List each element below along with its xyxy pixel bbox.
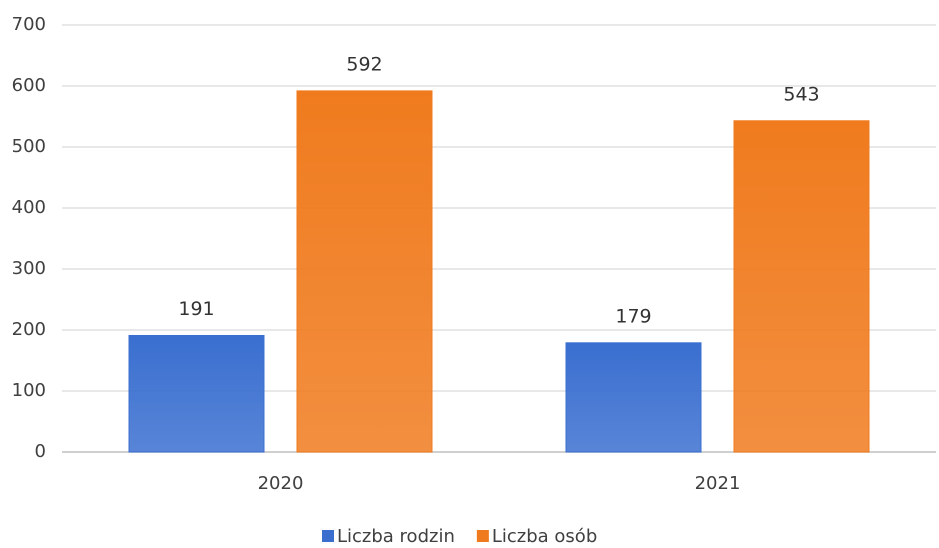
- legend-label: Liczba osób: [492, 526, 597, 547]
- data-label: 592: [346, 53, 382, 75]
- y-tick-label: 200: [12, 319, 46, 340]
- bar: [128, 334, 265, 453]
- data-label: 543: [783, 83, 819, 105]
- legend-label: Liczba rodzin: [337, 526, 455, 547]
- y-tick-label: 400: [12, 197, 46, 218]
- legend-swatch: [322, 530, 334, 542]
- y-tick-label: 300: [12, 258, 46, 279]
- y-tick-label: 100: [12, 380, 46, 401]
- x-tick-label: 2020: [258, 473, 304, 494]
- bar: [565, 342, 702, 453]
- y-tick-label: 500: [12, 136, 46, 157]
- x-tick-label: 2021: [695, 473, 741, 494]
- legend-swatch: [476, 530, 489, 542]
- data-label: 191: [178, 298, 214, 320]
- y-tick-label: 600: [12, 75, 46, 96]
- y-tick-label: 0: [35, 441, 46, 462]
- bar: [733, 120, 870, 453]
- bar: [296, 90, 433, 453]
- data-label: 179: [615, 305, 651, 327]
- y-tick-label: 700: [12, 14, 46, 35]
